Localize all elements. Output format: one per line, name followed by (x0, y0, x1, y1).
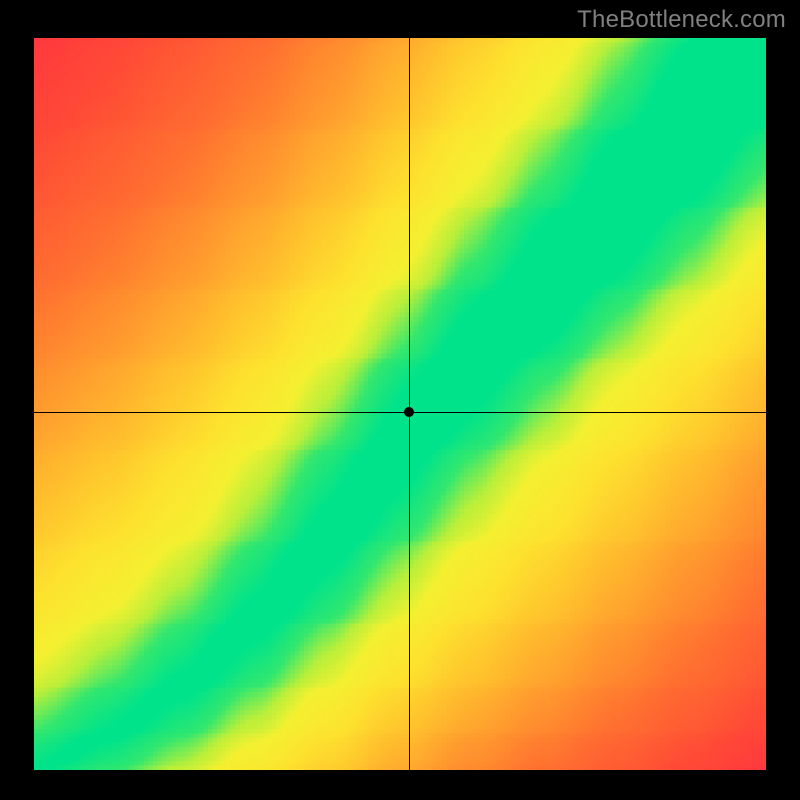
heatmap-canvas (34, 38, 766, 770)
marker-dot (404, 407, 414, 417)
bottleneck-heatmap (34, 38, 766, 770)
watermark-text: TheBottleneck.com (577, 6, 786, 34)
crosshair-horizontal (34, 412, 766, 413)
crosshair-vertical (409, 38, 410, 770)
